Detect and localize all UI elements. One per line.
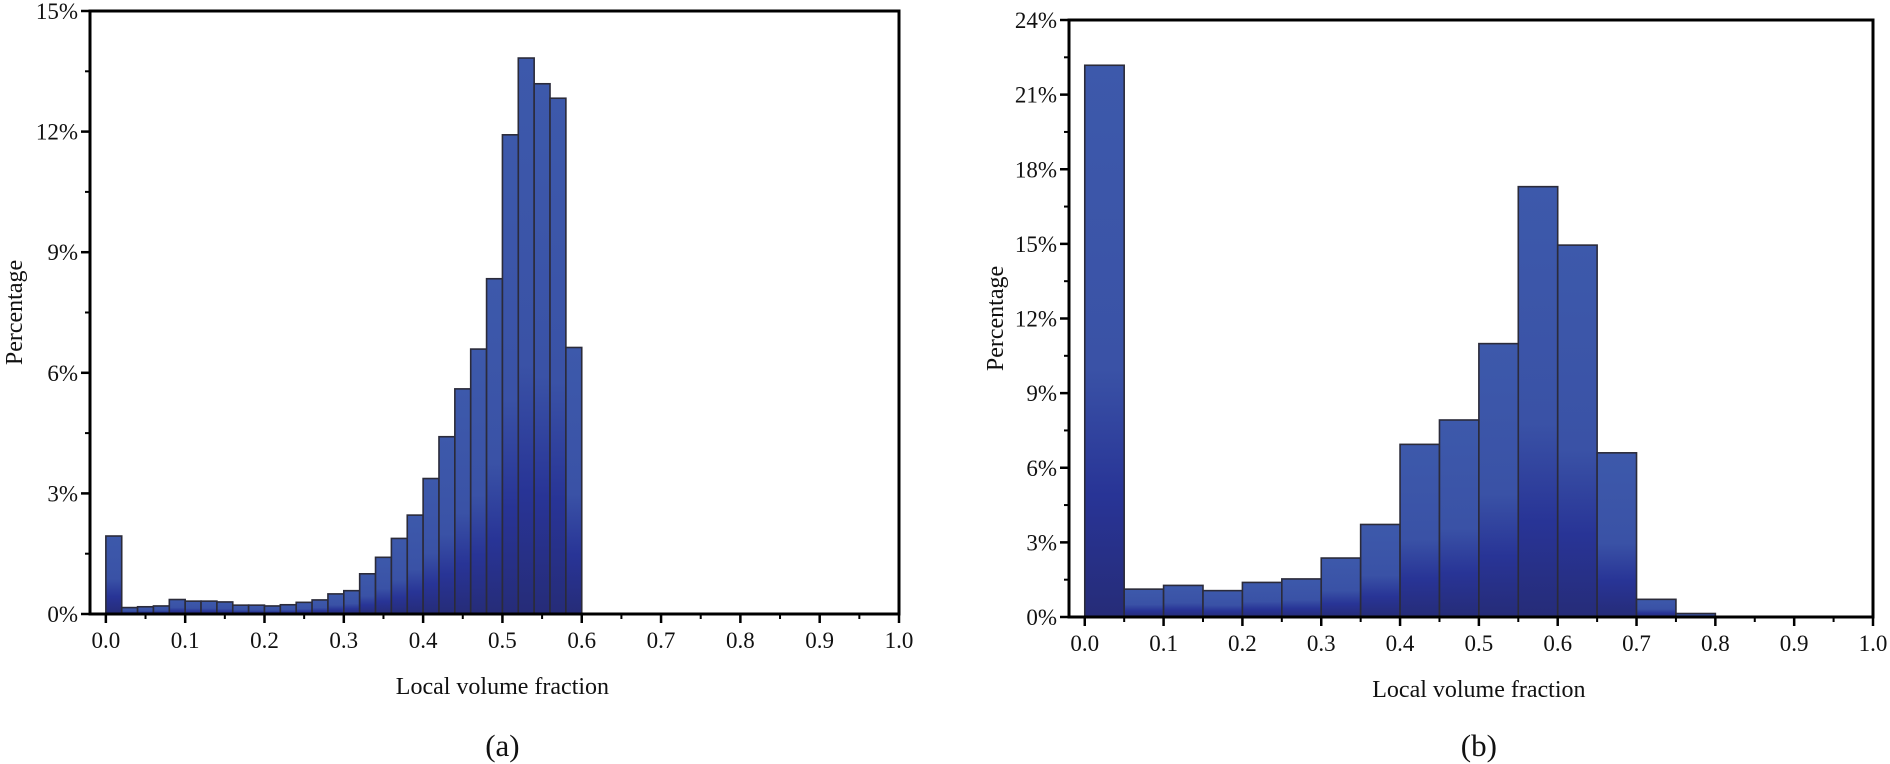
y-tick-label: 6% [47, 361, 78, 386]
y-tick-label: 15% [36, 0, 78, 24]
y-tick-label: 6% [1026, 456, 1057, 481]
histogram-bar [406, 514, 424, 615]
x-tick-label: 0.8 [1701, 631, 1730, 656]
x-tick-label: 0.0 [91, 628, 120, 653]
histogram-bar [517, 57, 535, 615]
histogram-bar [295, 601, 313, 615]
histogram-bar [501, 134, 520, 615]
histogram-bar [358, 572, 377, 615]
y-axis-label: Percentage [2, 260, 28, 365]
x-axis-label: Local volume fraction [1372, 677, 1585, 703]
histogram-bar [1083, 64, 1125, 618]
y-tick-label: 9% [1026, 381, 1057, 406]
histogram-bar [1320, 557, 1362, 618]
x-tick-label: 0.6 [567, 628, 596, 653]
y-tick-label: 24% [1015, 8, 1057, 33]
x-tick-label: 1.0 [885, 628, 914, 653]
histogram-bar [565, 346, 583, 615]
x-tick-label: 0.0 [1070, 631, 1099, 656]
x-tick-label: 0.7 [647, 628, 676, 653]
histogram-bar [390, 537, 409, 615]
histogram-bar [216, 601, 234, 615]
histogram-bar [533, 82, 551, 615]
x-tick-label: 0.5 [1465, 631, 1494, 656]
histogram-bar [1281, 578, 1323, 618]
histogram-bar [1162, 584, 1204, 618]
x-tick-label: 0.9 [805, 628, 834, 653]
x-tick-label: 0.4 [1386, 631, 1415, 656]
histogram-bar [374, 556, 393, 615]
x-tick-label: 0.1 [171, 628, 200, 653]
x-tick-label: 0.2 [1228, 631, 1257, 656]
histogram-bar [343, 589, 361, 615]
x-tick-label: 0.6 [1543, 631, 1572, 656]
histogram-bar [1478, 342, 1520, 618]
histogram-bar [485, 277, 504, 615]
x-tick-label: 0.4 [409, 628, 438, 653]
x-tick-label: 0.5 [488, 628, 517, 653]
histogram-bar [469, 348, 488, 615]
histogram-bar [1596, 452, 1638, 618]
panel-label: (b) [1461, 728, 1497, 763]
x-tick-label: 0.9 [1780, 631, 1809, 656]
y-tick-label: 3% [1026, 530, 1057, 555]
y-axis-label: Percentage [983, 266, 1009, 371]
histogram-bar [438, 435, 456, 615]
histogram-bar [168, 598, 186, 615]
x-tick-label: 1.0 [1859, 631, 1888, 656]
histogram-bar [1123, 588, 1165, 618]
y-tick-label: 12% [36, 120, 78, 145]
histogram-bar [1202, 589, 1244, 618]
panel-label: (a) [485, 728, 519, 763]
x-tick-label: 0.3 [329, 628, 358, 653]
histogram-bar [1241, 581, 1283, 618]
y-tick-label: 0% [1026, 605, 1057, 630]
histogram-bar [200, 600, 218, 615]
y-tick-label: 3% [47, 481, 78, 506]
histogram-bar [311, 599, 329, 615]
x-axis-label: Local volume fraction [396, 674, 609, 700]
x-tick-label: 0.3 [1307, 631, 1336, 656]
y-tick-label: 12% [1015, 307, 1057, 332]
x-tick-label: 0.2 [250, 628, 279, 653]
histogram-bar [105, 535, 123, 615]
y-tick-label: 15% [1015, 232, 1057, 257]
histogram-bar [1556, 244, 1598, 618]
y-tick-label: 21% [1015, 83, 1057, 108]
x-tick-label: 0.8 [726, 628, 755, 653]
histogram-bar [1635, 598, 1677, 618]
histogram-bar [454, 388, 472, 615]
chart-panel-a: 0% 3% 6% 9% 12% 15% 0.0 0.1 0.2 0.3 0.4 0.5 0.6 0.7 0.… [2, 0, 913, 763]
histogram-bar [1359, 523, 1401, 618]
y-tick-label: 9% [47, 240, 78, 265]
histogram-bar [1517, 185, 1559, 618]
histogram-bar [327, 593, 345, 615]
x-tick-label: 0.7 [1622, 631, 1651, 656]
histogram-bar [1438, 419, 1480, 618]
y-tick-label: 18% [1015, 157, 1057, 182]
chart-panel-b: 0% 3% 6% 9% 12% 15% 18% 21% 24% 0.0 0.1 0.2 0.3 0.4 0.… [983, 8, 1887, 763]
histogram-bar [549, 97, 567, 615]
histogram-bar [1399, 443, 1441, 618]
x-tick-label: 0.1 [1149, 631, 1178, 656]
y-tick-label: 0% [47, 602, 78, 627]
histogram-bar [422, 477, 440, 615]
histogram-bar [184, 600, 202, 615]
